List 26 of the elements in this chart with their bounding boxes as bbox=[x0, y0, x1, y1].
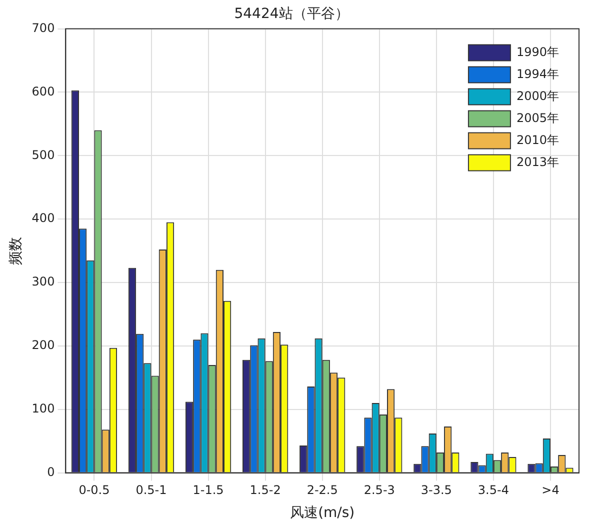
chart-title: 54424站（平谷） bbox=[234, 6, 349, 22]
x-tick-label: 3.5-4 bbox=[478, 483, 509, 498]
y-tick-label: 600 bbox=[32, 84, 55, 98]
x-tick-label: 1.5-2 bbox=[250, 483, 281, 498]
x-axis-title: 风速(m/s) bbox=[290, 505, 355, 522]
legend-label: 2000年 bbox=[516, 88, 560, 103]
legend-label: 2010年 bbox=[516, 132, 560, 147]
x-tick-label: 2-2.5 bbox=[306, 483, 338, 498]
y-tick-label: 100 bbox=[32, 401, 55, 416]
x-tick-label: 0.5-1 bbox=[136, 483, 167, 498]
y-axis-title: 频数 bbox=[8, 236, 24, 265]
y-tick-label: 400 bbox=[32, 211, 55, 226]
x-tick-label: 3-3.5 bbox=[420, 483, 452, 498]
x-tick-label: 0-0.5 bbox=[78, 483, 110, 498]
y-tick-label: 200 bbox=[32, 338, 55, 352]
legend-label: 2013年 bbox=[516, 154, 560, 169]
x-tick-label: 1-1.5 bbox=[192, 483, 224, 498]
legend-label: 2005年 bbox=[516, 110, 560, 125]
legend-label: 1990年 bbox=[516, 44, 560, 59]
y-tick-label: 300 bbox=[32, 274, 55, 289]
x-tick-label: 2.5-3 bbox=[364, 483, 395, 498]
legend-label: 1994年 bbox=[516, 66, 560, 81]
y-tick-label: 700 bbox=[32, 20, 55, 35]
y-tick-label: 500 bbox=[32, 148, 55, 162]
y-tick-label: 0 bbox=[47, 464, 55, 479]
x-tick-label: >4 bbox=[542, 483, 560, 498]
